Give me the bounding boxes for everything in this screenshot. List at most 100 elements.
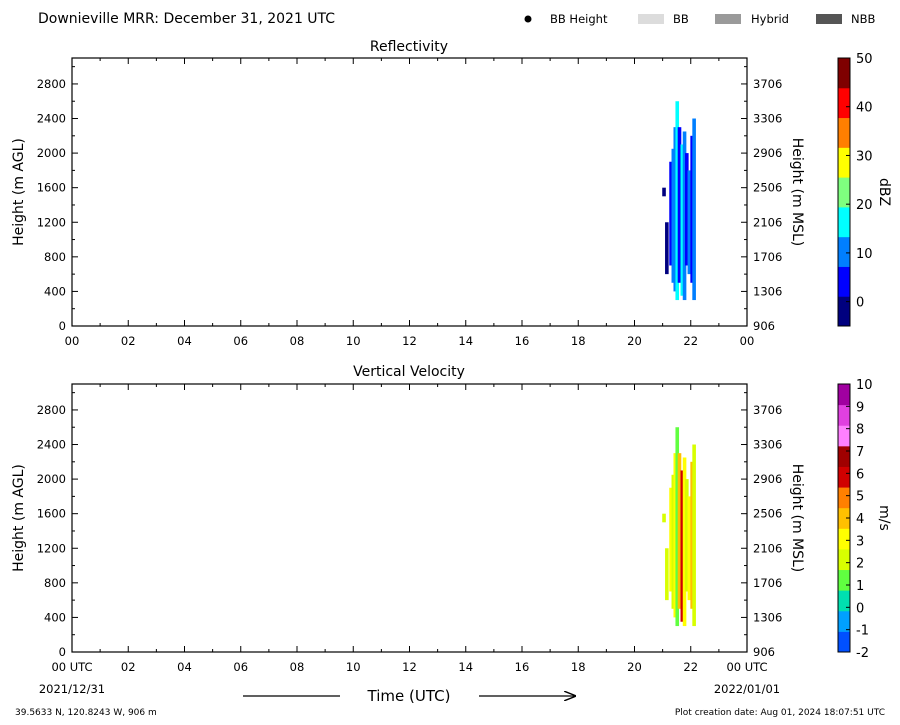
reflectivity-panel: Reflectivity 00 02 04 06 08 10 12 14 16 18 20 22 000…	[11, 39, 892, 348]
colorbar-segment	[838, 507, 850, 529]
end-date-label: 2022/01/01	[714, 682, 780, 696]
y-tick-label-left: 0	[59, 319, 66, 333]
colorbar-segment	[838, 117, 850, 148]
reflectivity-ylabel-right: Height (m MSL)	[789, 138, 805, 247]
y-tick-label-left: 800	[44, 576, 66, 590]
y-tick-label-right: 1306	[753, 610, 782, 624]
legend-bb-label: BB	[673, 12, 689, 26]
colorbar-tick-label: -2	[856, 646, 869, 661]
velocity-title: Vertical Velocity	[353, 364, 465, 380]
x-tick-label: 08	[290, 334, 305, 348]
x-tick-label: 12	[402, 334, 417, 348]
colorbar-tick-label: 7	[856, 445, 864, 460]
y-tick-label-left: 2800	[37, 77, 66, 91]
x-tick-label: 06	[233, 334, 248, 348]
colorbar-segment	[838, 384, 850, 406]
y-tick-label-left: 2800	[37, 403, 66, 417]
y-tick-label-right: 2906	[753, 472, 782, 486]
x-tick-label: 02	[121, 660, 136, 674]
y-tick-label-right: 2506	[753, 181, 782, 195]
y-tick-label-left: 0	[59, 645, 66, 659]
reflectivity-frame	[71, 57, 748, 327]
echo-column-10	[687, 496, 692, 601]
reflectivity-axes: 00 02 04 06 08 10 12 14 16 18 20 22 0004008001200160…	[37, 58, 782, 348]
velocity-frame	[71, 383, 748, 653]
x-tick-label: 00	[65, 334, 80, 348]
colorbar-frame	[837, 57, 851, 327]
colorbar-tick-label: 10	[856, 247, 873, 262]
colorbar-segment	[838, 610, 850, 632]
echo-column-3	[671, 148, 676, 283]
colorbar-segment	[838, 548, 850, 571]
x-tick-label: 08	[290, 660, 305, 674]
x-tick-label: 18	[571, 334, 586, 348]
echo-column-2	[669, 161, 673, 266]
echo-column-8	[682, 457, 687, 627]
y-tick-label-right: 2906	[753, 146, 782, 160]
colorbar-segment	[838, 466, 850, 488]
velocity-ylabel-right: Height (m MSL)	[789, 464, 805, 573]
y-tick-label-right: 3706	[753, 77, 782, 91]
colorbar-segment	[838, 528, 850, 550]
echo-column-12	[692, 118, 696, 301]
y-tick-label-left: 800	[44, 250, 66, 264]
y-tick-label-right: 3706	[753, 403, 782, 417]
echo-column-6	[677, 453, 682, 609]
x-tick-label: 00	[740, 334, 755, 348]
y-tick-label-right: 1706	[753, 576, 782, 590]
colorbar-tick-label: 10	[856, 378, 873, 393]
x-tick-label: 14	[458, 334, 473, 348]
echo-column-6	[677, 127, 682, 283]
echo-column-12	[692, 444, 696, 627]
plot-creation-date: Plot creation date: Aug 01, 2024 18:07:5…	[675, 708, 885, 718]
echo-column-0	[662, 513, 666, 523]
echo-column-4	[673, 127, 678, 292]
colorbar-tick-label: 0	[856, 601, 864, 616]
y-tick-label-right: 1306	[753, 284, 782, 298]
velocity-panel: Vertical Velocity 00 UTC 02 04 06 08 10 12 14 16…	[11, 364, 892, 674]
legend-bb-swatch	[638, 14, 664, 24]
y-tick-label-right: 3306	[753, 112, 782, 126]
colorbar-segment	[838, 266, 850, 297]
y-tick-label-left: 2400	[37, 438, 66, 452]
reflectivity-ylabel-left: Height (m AGL)	[11, 138, 27, 246]
colorbar-segment	[838, 404, 850, 426]
x-tick-label: 14	[458, 660, 473, 674]
colorbar-segment	[838, 296, 850, 327]
reflectivity-data	[662, 101, 696, 301]
colorbar-tick-label: 2	[856, 557, 864, 572]
y-tick-label-left: 1600	[37, 507, 66, 521]
echo-column-10	[687, 170, 692, 275]
x-tick-label: 10	[346, 334, 361, 348]
echo-column-9	[685, 153, 689, 266]
y-tick-label-left: 2400	[37, 112, 66, 126]
colorbar-segment	[838, 147, 850, 178]
station-coords: 39.5633 N, 120.8243 W, 906 m	[15, 708, 157, 718]
colorbar-segment	[838, 425, 850, 447]
figure-title: Downieville MRR: December 31, 2021 UTC	[38, 11, 335, 27]
start-date-label: 2021/12/31	[39, 682, 105, 696]
x-tick-label: 18	[571, 660, 586, 674]
colorbar-tick-label: 9	[856, 400, 864, 415]
y-tick-label-left: 1200	[37, 215, 66, 229]
colorbar-tick-label: 50	[856, 52, 873, 67]
y-tick-label-right: 906	[753, 645, 775, 659]
x-tick-label: 04	[177, 334, 192, 348]
y-tick-label-right: 2106	[753, 215, 782, 229]
echo-column-1	[665, 548, 669, 601]
velocity-data	[662, 427, 696, 627]
y-tick-label-right: 906	[753, 319, 775, 333]
y-tick-label-left: 400	[44, 284, 66, 298]
colorbar-segment	[838, 445, 850, 467]
x-tick-label: 20	[627, 334, 642, 348]
x-tick-label: 06	[233, 660, 248, 674]
y-tick-label-right: 2506	[753, 507, 782, 521]
colorbar-segment	[838, 58, 850, 89]
echo-column-11	[690, 461, 694, 609]
velocity-axes: 00 UTC 02 04 06 08 10 12 14 16 18 20 22 00 UTC040080…	[37, 384, 782, 674]
legend-nbb-swatch	[816, 14, 842, 24]
colorbar-segment	[838, 177, 850, 208]
echo-column-3	[671, 474, 676, 609]
colorbar-segment	[838, 631, 850, 653]
y-tick-label-left: 400	[44, 610, 66, 624]
